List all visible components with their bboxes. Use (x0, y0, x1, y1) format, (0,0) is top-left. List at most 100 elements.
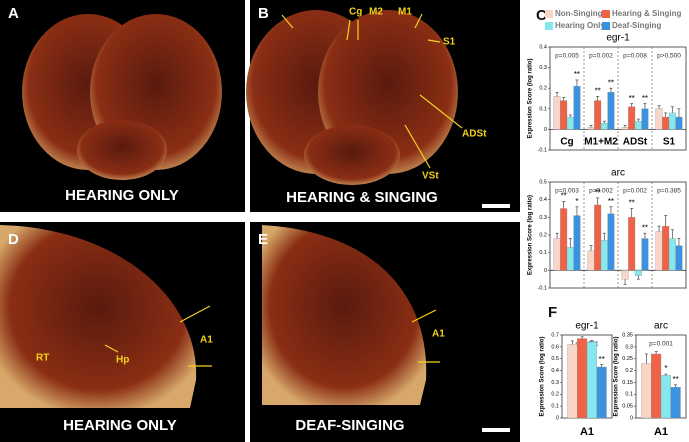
significance: * (575, 197, 578, 206)
y-tick-label: 0.7 (551, 332, 559, 338)
bar (628, 106, 636, 130)
bar (600, 240, 608, 271)
significance: ** (595, 87, 601, 96)
bar (594, 204, 602, 271)
legend-swatch (545, 22, 553, 30)
y-tick-label: 0.3 (539, 65, 547, 71)
bar (670, 387, 681, 419)
category-label: M1+M2 (584, 137, 618, 148)
bar (600, 123, 608, 130)
bar (641, 108, 649, 130)
y-tick-label: 0.1 (551, 404, 559, 410)
image-caption: HEARING ONLY (65, 187, 179, 204)
y-tick-label: 0.25 (622, 356, 633, 362)
p-value: p=0.002 (589, 188, 613, 195)
significance: ** (608, 78, 614, 87)
y-tick-label: 0 (556, 415, 559, 421)
y-tick-label: 0.4 (539, 197, 547, 203)
image-b: B HEARING & SINGING Cg M2 M1 S1 ADSt VSt (246, 0, 520, 212)
p-value: p=0.001 (649, 341, 673, 348)
category-label: A1 (654, 426, 668, 438)
bar (607, 213, 615, 271)
significance: ** (642, 94, 648, 103)
plot-frame (549, 46, 687, 151)
bar (668, 238, 676, 271)
panel-letter: A (8, 5, 19, 22)
bar (573, 85, 581, 130)
y-tick-label: 0.3 (625, 344, 633, 350)
chart-title: arc (654, 321, 668, 332)
bar (621, 127, 629, 130)
y-tick-label: 0.2 (625, 368, 633, 374)
bar (553, 96, 561, 130)
y-axis-label: Expression Score (log ratio) (528, 195, 534, 275)
legend-swatch (602, 22, 610, 30)
y-axis-label: Expression Score (log ratio) (528, 58, 534, 138)
y-tick-label: 0.2 (539, 232, 547, 238)
bar (560, 100, 568, 130)
bar (596, 366, 607, 419)
y-tick-label: 0.4 (551, 368, 559, 374)
bar (634, 121, 642, 130)
chart-title: arc (611, 168, 625, 179)
y-tick-label: 0.35 (622, 332, 633, 338)
y-tick-label: 0.5 (551, 356, 559, 362)
region-label: ADSt (462, 129, 487, 140)
y-tick-label: 0.3 (539, 215, 547, 221)
y-tick-label: -0.1 (538, 285, 547, 291)
category-label: ADSt (623, 137, 648, 148)
bar (641, 238, 649, 271)
region-label: M1 (398, 7, 412, 18)
bar (573, 215, 581, 271)
y-tick-label: 0 (630, 415, 633, 421)
y-tick-label: -0.1 (538, 147, 547, 153)
significance: ** (595, 188, 601, 197)
legend-label: Non-Singing (555, 9, 603, 18)
bar (607, 92, 615, 130)
y-axis-label: Expression Score (log ratio) (540, 336, 546, 416)
p-value: p=0.002 (589, 53, 613, 60)
image-e: E DEAF-SINGING A1 (250, 222, 520, 442)
y-tick-label: 0.15 (622, 380, 633, 386)
image-a: A HEARING ONLY (0, 0, 245, 212)
bar (587, 250, 595, 271)
p-value: p=0.003 (555, 188, 579, 195)
image-d: D HEARING ONLY RT Hp A1 (0, 222, 245, 442)
bar (567, 344, 578, 419)
chart-title: egr-1 (606, 33, 630, 44)
chart-title: egr-1 (575, 321, 599, 332)
region-label: VSt (422, 171, 439, 182)
bar (675, 116, 683, 130)
region-label: Hp (116, 355, 129, 366)
significance: ** (629, 94, 635, 103)
region-label: S1 (443, 37, 456, 48)
bar (553, 238, 561, 271)
significance: ** (673, 375, 679, 384)
y-tick-label: 0.3 (551, 380, 559, 386)
legend-swatch (545, 10, 553, 18)
significance: ** (629, 199, 635, 208)
bar (634, 270, 642, 276)
bar (655, 231, 663, 271)
p-value: p=0.008 (623, 53, 647, 60)
significance: ** (599, 355, 605, 364)
panel-letter: B (258, 5, 269, 22)
image-caption: HEARING ONLY (63, 417, 177, 434)
bar (668, 112, 676, 130)
y-tick-label: 0.4 (539, 44, 547, 50)
bar (560, 208, 568, 271)
legend-label: Hearing & Singing (612, 9, 681, 18)
legend-swatch (602, 10, 610, 18)
y-tick-label: 0.2 (539, 86, 547, 92)
y-tick-label: 0.1 (539, 106, 547, 112)
image-caption: DEAF-SINGING (295, 417, 404, 434)
bar (660, 375, 671, 419)
significance: ** (574, 70, 580, 79)
bar (566, 116, 574, 130)
region-label: M2 (369, 7, 383, 18)
y-tick-label: 0.2 (551, 392, 559, 398)
bar (628, 217, 636, 271)
region-label: A1 (432, 329, 445, 340)
bar (586, 341, 597, 419)
